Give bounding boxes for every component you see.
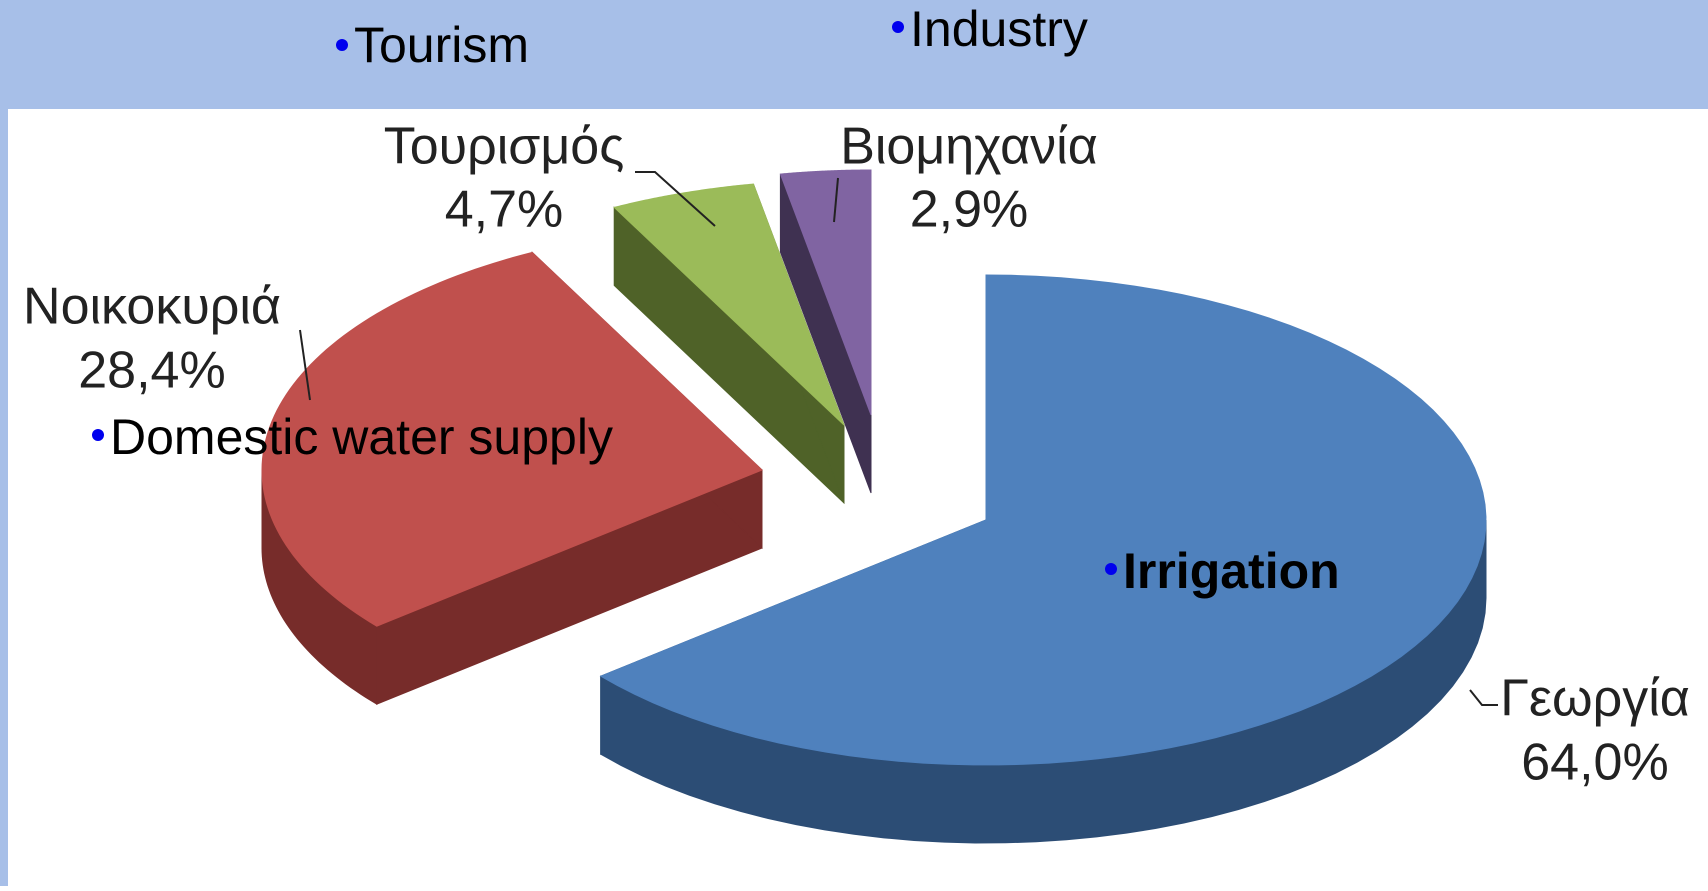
category-label: Βιομηχανία	[840, 118, 1098, 176]
slice	[613, 183, 845, 426]
value-label: 28,4%	[78, 342, 225, 400]
bullet	[92, 429, 104, 441]
leader-line	[635, 171, 716, 227]
annotation: Tourism	[354, 17, 529, 73]
value-label: 64,0%	[1521, 734, 1668, 792]
category-label: Νοικοκυριά	[23, 278, 281, 336]
bullet	[1105, 563, 1117, 575]
bullet	[892, 21, 904, 33]
annotation: Industry	[910, 1, 1088, 57]
slice	[599, 274, 1487, 766]
leader-line	[299, 329, 311, 401]
slice	[261, 251, 763, 627]
annotation: Domestic water supply	[110, 409, 613, 465]
leader-line	[1469, 689, 1498, 706]
bullet	[336, 39, 348, 51]
value-label: 4,7%	[445, 181, 564, 239]
category-label: Τουρισμός	[384, 118, 625, 176]
value-label: 2,9%	[910, 181, 1029, 239]
pie	[261, 169, 1487, 844]
annotation: Irrigation	[1123, 543, 1340, 599]
leader-line	[833, 177, 839, 223]
category-label: Γεωργία	[1500, 670, 1690, 728]
slice	[779, 169, 872, 416]
